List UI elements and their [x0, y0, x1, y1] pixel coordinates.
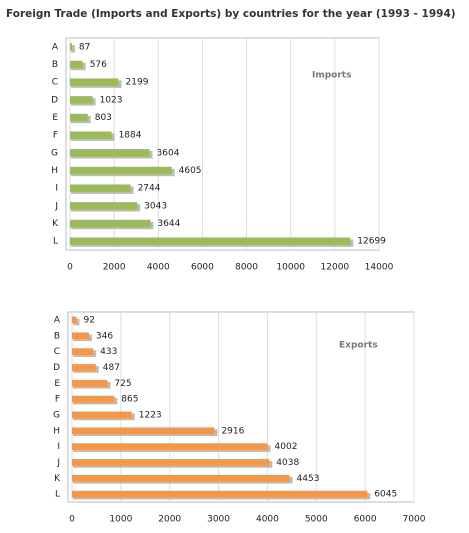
value-label: 2916 — [221, 426, 244, 436]
y-tick-label: E — [52, 113, 58, 123]
x-tick-label: 4000 — [147, 263, 170, 273]
value-label: 1884 — [119, 131, 142, 141]
y-tick-label: G — [53, 410, 60, 420]
bar — [70, 237, 351, 245]
bar — [70, 219, 151, 228]
bar — [70, 149, 150, 157]
x-tick-label: 14000 — [365, 263, 394, 273]
y-tick-label: L — [53, 237, 58, 247]
bar — [70, 43, 72, 51]
value-label: 576 — [90, 60, 107, 70]
bar — [70, 131, 112, 139]
value-label: 4453 — [297, 474, 320, 484]
value-label: 725 — [114, 379, 131, 389]
value-label: 6045 — [374, 490, 397, 500]
y-tick-label: D — [51, 95, 58, 105]
value-label: 1023 — [100, 95, 123, 105]
x-tick-label: 12000 — [321, 263, 350, 273]
value-label: 433 — [100, 347, 117, 357]
x-tick-label: 7000 — [403, 515, 426, 525]
y-tick-label: B — [54, 331, 60, 341]
bar — [72, 459, 270, 466]
series-name: Imports — [312, 71, 351, 81]
value-label: 3644 — [157, 219, 180, 229]
x-tick-label: 2000 — [158, 515, 181, 525]
bar — [70, 184, 131, 192]
value-label: 487 — [103, 363, 120, 373]
series-name: Exports — [339, 341, 378, 351]
x-tick-label: 0 — [69, 515, 75, 525]
value-label: 2744 — [138, 184, 161, 194]
bar — [72, 348, 94, 355]
y-tick-label: H — [53, 426, 60, 436]
bar — [72, 395, 115, 403]
value-label: 4002 — [275, 442, 298, 452]
bar — [72, 474, 290, 482]
y-tick-label: A — [54, 315, 61, 325]
bar — [70, 78, 119, 86]
y-tick-label: F — [55, 395, 60, 405]
bar — [72, 411, 132, 419]
y-tick-label: I — [57, 442, 60, 452]
value-label: 346 — [96, 331, 113, 341]
bar — [72, 443, 268, 450]
x-tick-label: 10000 — [276, 263, 305, 273]
y-tick-label: K — [54, 474, 61, 484]
y-tick-label: D — [53, 363, 60, 373]
bar — [72, 364, 96, 371]
value-label: 92 — [83, 315, 94, 325]
y-tick-label: E — [54, 379, 60, 389]
x-tick-label: 6000 — [354, 515, 377, 525]
x-tick-label: 0 — [67, 263, 73, 273]
value-label: 12699 — [357, 237, 386, 247]
value-label: 803 — [95, 113, 112, 123]
value-label: 1223 — [139, 410, 162, 420]
chart-title: Foreign Trade (Imports and Exports) by c… — [6, 8, 456, 20]
y-tick-label: I — [55, 184, 58, 194]
y-tick-label: B — [52, 60, 58, 70]
bar — [70, 166, 172, 175]
y-tick-label: J — [56, 458, 60, 468]
y-tick-label: C — [54, 347, 60, 357]
bar — [72, 379, 108, 387]
bar — [70, 113, 88, 122]
x-tick-label: 5000 — [305, 515, 328, 525]
value-label: 4038 — [276, 458, 299, 468]
bar — [70, 60, 83, 69]
bar — [72, 490, 368, 498]
value-label: 4605 — [179, 166, 202, 176]
value-label: 865 — [121, 395, 138, 405]
bar — [72, 316, 77, 324]
value-label: 87 — [79, 42, 90, 52]
bar — [72, 332, 89, 340]
value-label: 3043 — [144, 201, 167, 211]
bar — [72, 427, 215, 435]
value-label: 2199 — [126, 78, 149, 88]
y-tick-label: G — [51, 148, 58, 158]
x-tick-label: 8000 — [235, 263, 258, 273]
value-label: 3604 — [157, 148, 180, 158]
y-tick-label: J — [54, 201, 58, 211]
y-tick-label: F — [53, 131, 58, 141]
x-tick-label: 6000 — [191, 263, 214, 273]
bar — [70, 202, 138, 210]
y-tick-label: L — [55, 490, 60, 500]
y-tick-label: H — [51, 166, 58, 176]
x-tick-label: 3000 — [207, 515, 230, 525]
x-tick-label: 1000 — [109, 515, 132, 525]
bar — [70, 96, 93, 104]
x-tick-label: 4000 — [256, 515, 279, 525]
y-tick-label: C — [52, 78, 58, 88]
x-tick-label: 2000 — [103, 263, 126, 273]
y-tick-label: K — [52, 219, 59, 229]
y-tick-label: A — [52, 42, 59, 52]
bar-shadow — [71, 45, 75, 53]
